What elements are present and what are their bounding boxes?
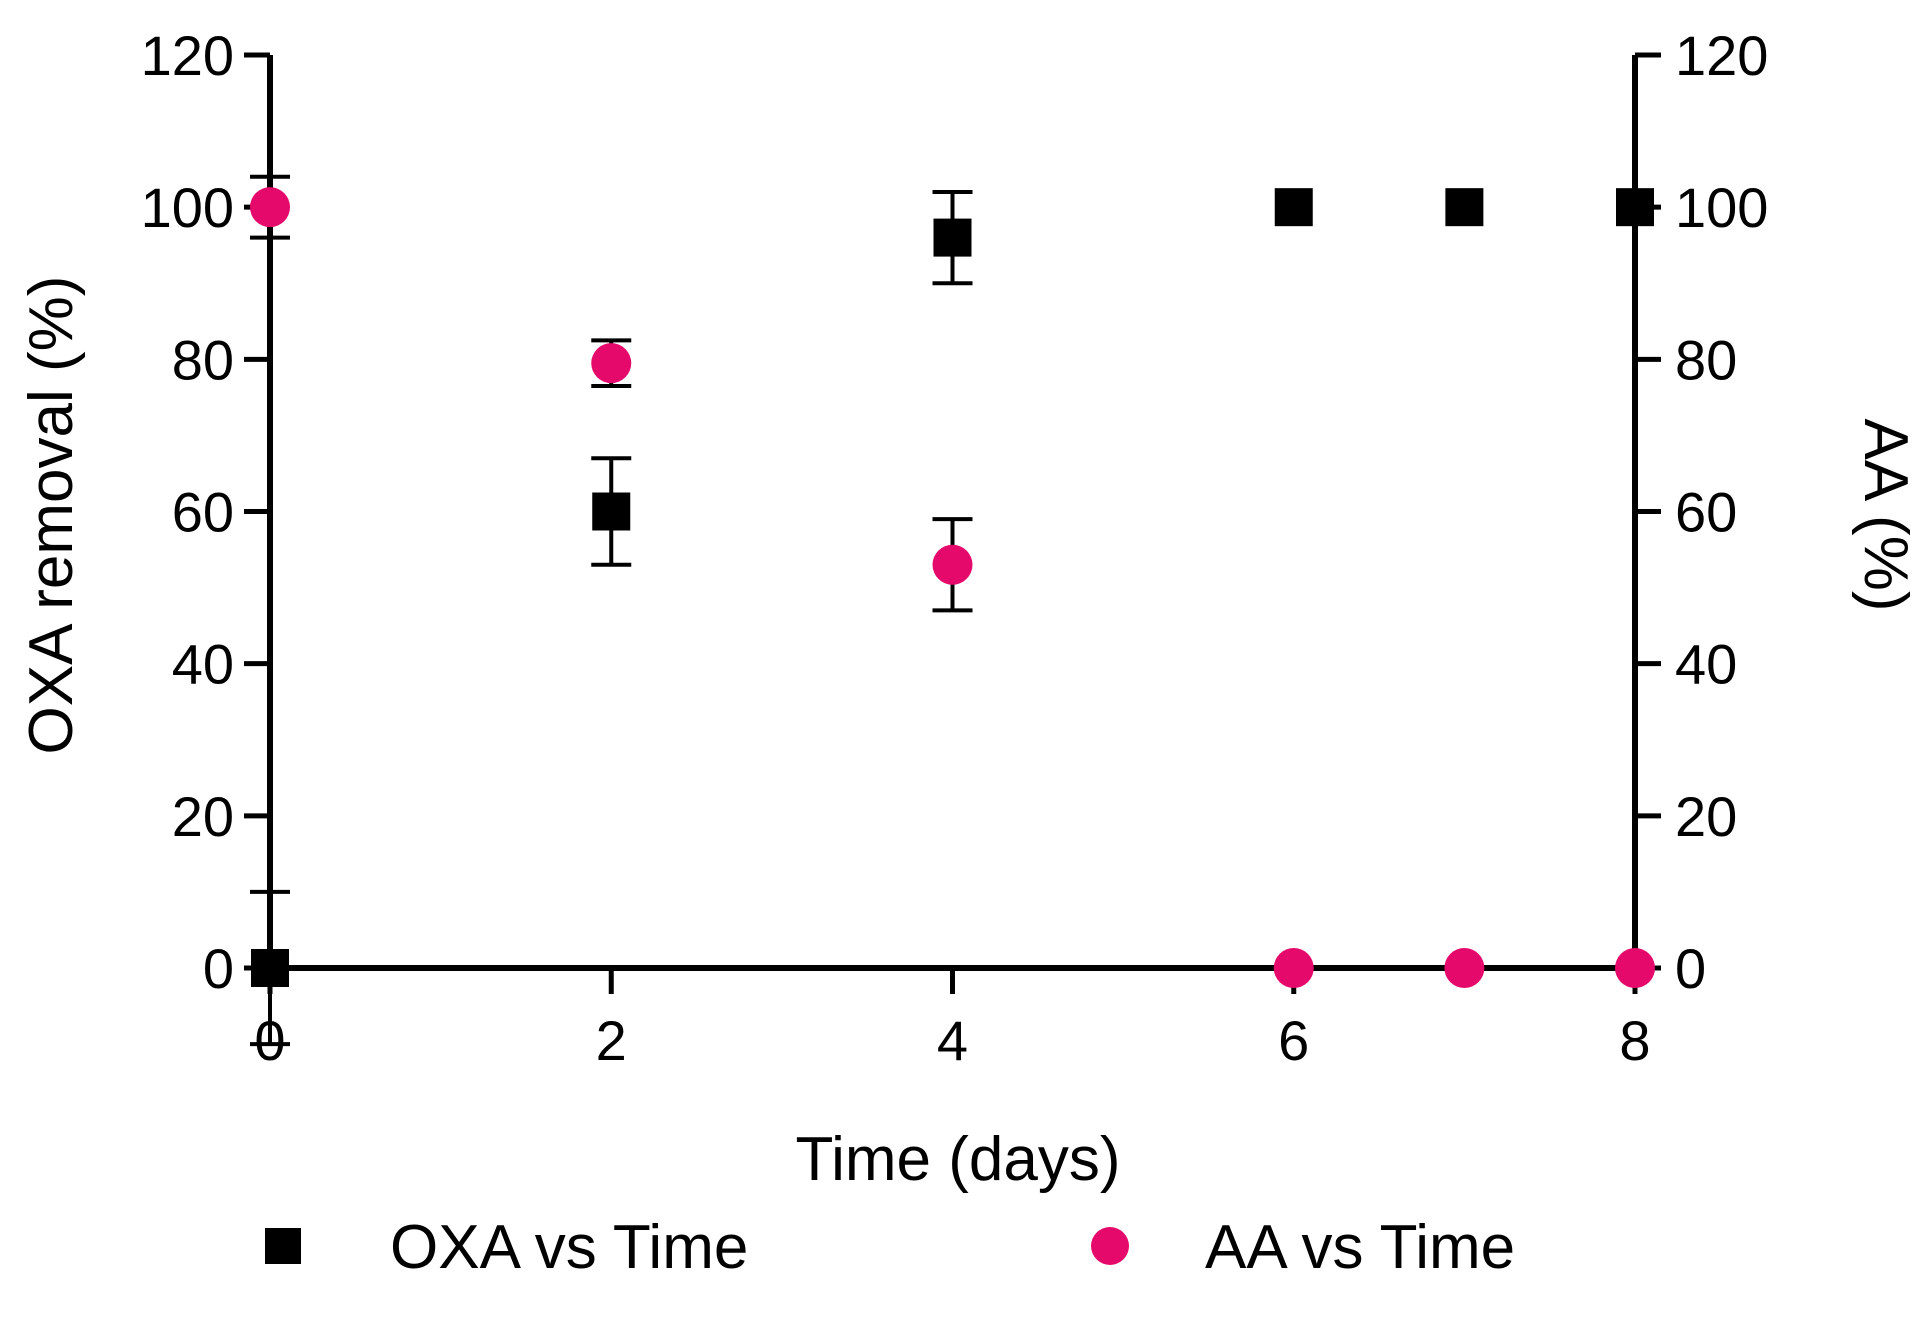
legend-aa-label: AA vs Time xyxy=(1205,1213,1515,1282)
y-right-tick-label: 60 xyxy=(1675,481,1737,544)
markers xyxy=(250,187,1655,988)
x-tick-label: 8 xyxy=(1619,1009,1650,1072)
error-bars xyxy=(250,174,973,1047)
legend-oxa-marker xyxy=(265,1228,301,1264)
legend: OXA vs Time AA vs Time xyxy=(265,1213,1515,1282)
oxa-point xyxy=(933,218,972,257)
x-tick-label: 6 xyxy=(1278,1009,1309,1072)
oxa-point xyxy=(1274,188,1313,227)
oxa-point xyxy=(1445,188,1484,227)
y-axis-left-title: OXA removal (%) xyxy=(17,276,86,755)
x-tick-label: 4 xyxy=(937,1009,968,1072)
y-axis-right-title: AA (%) xyxy=(1851,419,1920,612)
y-left-tick-label: 20 xyxy=(172,785,234,848)
y-right-tick-label: 0 xyxy=(1675,937,1706,1000)
legend-oxa-label: OXA vs Time xyxy=(390,1213,748,1282)
y-left-tick-label: 120 xyxy=(141,24,234,87)
aa-point xyxy=(591,343,632,384)
y-right-tick-label: 80 xyxy=(1675,328,1737,391)
aa-point xyxy=(1273,948,1314,988)
x-tick-label: 2 xyxy=(596,1009,627,1072)
y-right-tick-label: 40 xyxy=(1675,633,1737,696)
oxa-point xyxy=(251,949,289,987)
y-left-tick-label: 80 xyxy=(172,328,234,391)
aa-point xyxy=(1444,948,1485,988)
aa-point xyxy=(250,187,290,228)
aa-point xyxy=(932,544,973,585)
y-right-tick-label: 20 xyxy=(1675,785,1737,848)
y-left-tick-label: 100 xyxy=(141,176,234,239)
aa-point xyxy=(1615,948,1655,988)
y-right-tick-label: 100 xyxy=(1675,176,1768,239)
y-left-tick-label: 0 xyxy=(203,937,234,1000)
oxa-point xyxy=(1616,188,1654,227)
ticks: 02040608010012002040608010012002468 xyxy=(141,24,1769,1072)
y-left-tick-label: 60 xyxy=(172,481,234,544)
y-left-tick-label: 40 xyxy=(172,633,234,696)
x-axis-title: Time (days) xyxy=(796,1125,1121,1194)
y-right-tick-label: 120 xyxy=(1675,24,1768,87)
legend-aa-marker xyxy=(1091,1227,1129,1265)
oxa-point xyxy=(592,492,631,531)
